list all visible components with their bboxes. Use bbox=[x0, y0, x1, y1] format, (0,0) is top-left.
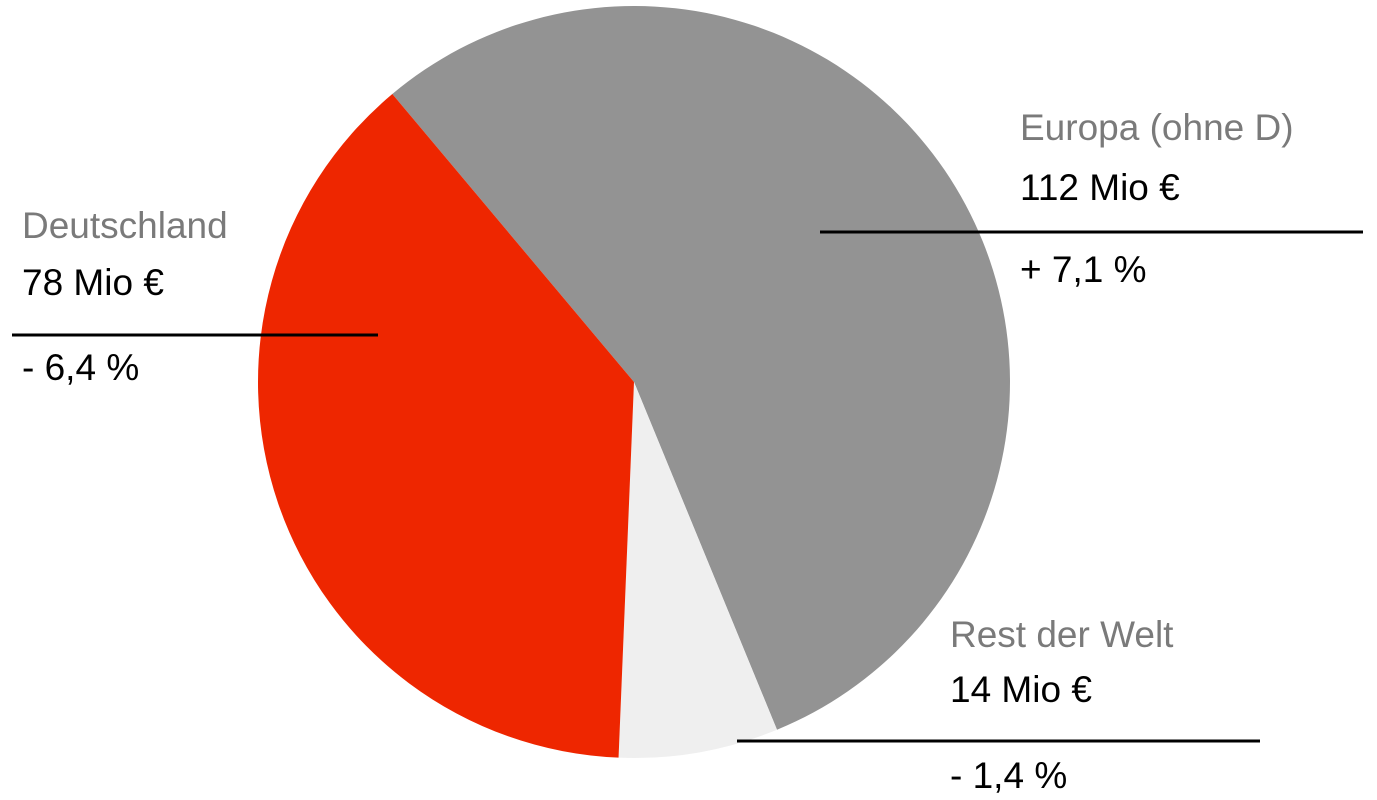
slice-name: Europa (ohne D) bbox=[1020, 107, 1294, 148]
slice-change: - 1,4 % bbox=[950, 755, 1067, 796]
slice-change: + 7,1 % bbox=[1020, 249, 1147, 290]
pie-slice bbox=[257, 93, 634, 758]
slice-change: - 6,4 % bbox=[22, 347, 139, 388]
slice-value: 112 Mio € bbox=[1020, 167, 1180, 208]
slice-value: 14 Mio € bbox=[950, 669, 1092, 710]
slice-name: Deutschland bbox=[22, 205, 228, 246]
slice-name: Rest der Welt bbox=[950, 614, 1174, 655]
pie-slice bbox=[392, 6, 1010, 730]
slice-value: 78 Mio € bbox=[22, 262, 164, 303]
pie-slice bbox=[618, 382, 777, 758]
